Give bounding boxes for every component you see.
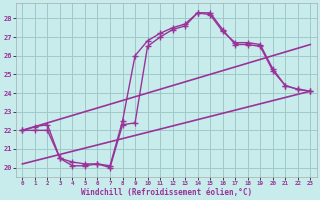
X-axis label: Windchill (Refroidissement éolien,°C): Windchill (Refroidissement éolien,°C) xyxy=(81,188,252,197)
